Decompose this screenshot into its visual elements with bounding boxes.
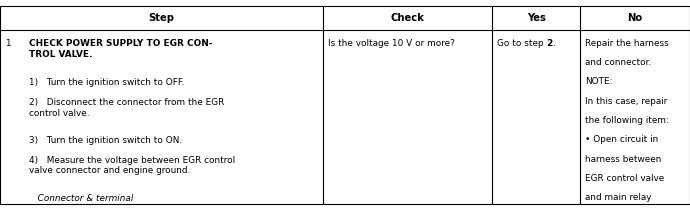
Text: 2)   Disconnect the connector from the EGR
control valve.: 2) Disconnect the connector from the EGR… [29, 98, 224, 118]
Text: Is the voltage 10 V or more?: Is the voltage 10 V or more? [328, 39, 455, 48]
Text: In this case, repair: In this case, repair [585, 97, 667, 106]
Text: .: . [553, 39, 555, 48]
Text: No: No [628, 13, 642, 23]
Text: Repair the harness: Repair the harness [585, 39, 669, 48]
Text: EGR control valve: EGR control valve [585, 174, 664, 183]
Text: Yes: Yes [526, 13, 546, 23]
Text: • Open circuit in: • Open circuit in [585, 135, 658, 144]
Text: 4)   Measure the voltage between EGR control
valve connector and engine ground.: 4) Measure the voltage between EGR contr… [29, 156, 235, 176]
Text: 1: 1 [6, 39, 11, 48]
Text: and main relay: and main relay [585, 193, 651, 202]
Text: 3)   Turn the ignition switch to ON.: 3) Turn the ignition switch to ON. [29, 136, 182, 145]
Text: harness between: harness between [585, 155, 662, 164]
Text: CHECK POWER SUPPLY TO EGR CON-
TROL VALVE.: CHECK POWER SUPPLY TO EGR CON- TROL VALV… [29, 39, 213, 59]
Text: 2: 2 [546, 39, 553, 48]
Text: Go to step: Go to step [497, 39, 546, 48]
Text: and connector.: and connector. [585, 58, 651, 67]
Text: Check: Check [391, 13, 424, 23]
Text: Connector & terminal: Connector & terminal [29, 194, 133, 203]
Text: Step: Step [148, 13, 175, 23]
Text: the following item:: the following item: [585, 116, 669, 125]
Text: 1)   Turn the ignition switch to OFF.: 1) Turn the ignition switch to OFF. [29, 79, 184, 87]
Text: NOTE:: NOTE: [585, 77, 613, 87]
